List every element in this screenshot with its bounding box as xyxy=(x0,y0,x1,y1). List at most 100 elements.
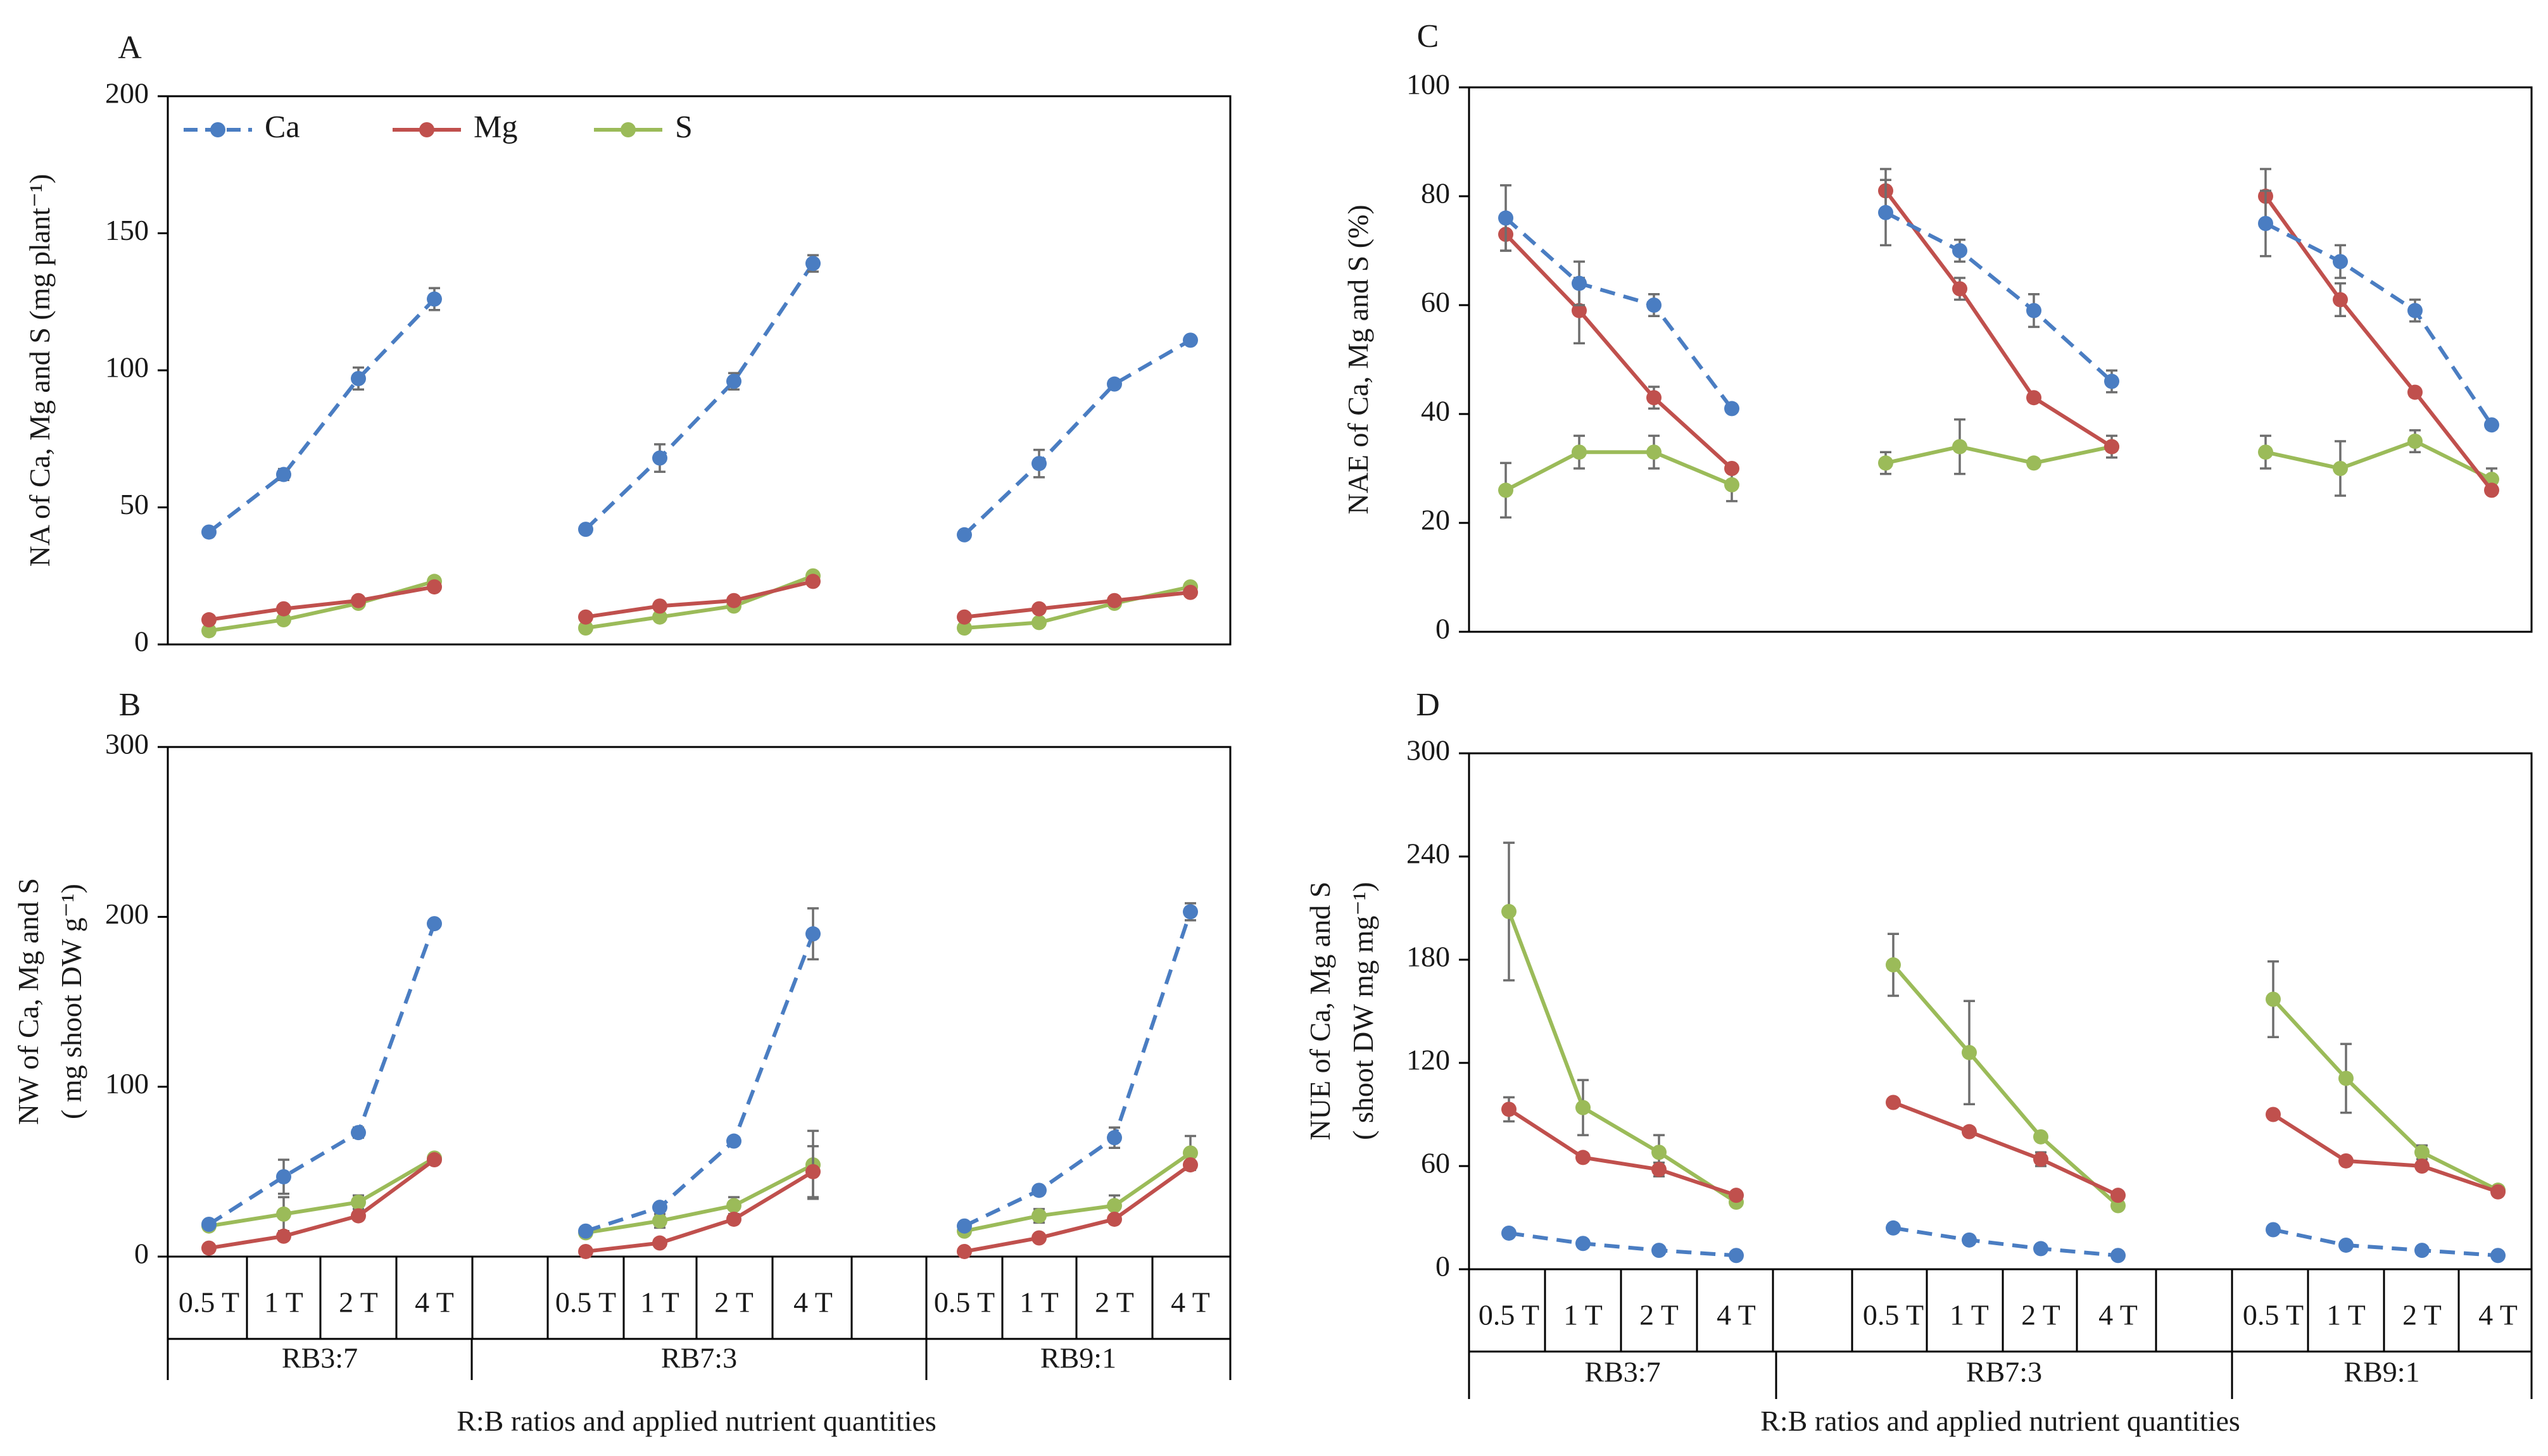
data-point xyxy=(726,1211,741,1227)
data-point xyxy=(578,522,593,537)
group-label: RB7:3 xyxy=(661,1342,737,1374)
x-tick-label: 2 T xyxy=(339,1286,378,1319)
y-tick-label: 50 xyxy=(120,488,149,520)
data-point xyxy=(2333,292,2348,308)
group-label: RB9:1 xyxy=(1040,1342,1116,1374)
x-tick-label: 4 T xyxy=(2098,1299,2138,1331)
x-tick-label: 0.5 T xyxy=(179,1286,239,1319)
data-point xyxy=(1183,1157,1198,1173)
data-point xyxy=(1962,1124,1977,1139)
y-axis-title: NAE of Ca, Mg and S (%) xyxy=(1342,204,1374,514)
data-point xyxy=(1107,1198,1122,1214)
data-point xyxy=(2414,1145,2430,1160)
data-point xyxy=(2490,1248,2506,1264)
data-point xyxy=(2414,1243,2430,1258)
y-axis-title: NW of Ca, Mg and S xyxy=(12,878,44,1125)
series-line xyxy=(2264,222,2494,426)
data-point xyxy=(652,450,667,466)
data-point xyxy=(2484,482,2499,498)
data-point xyxy=(1962,1045,1977,1060)
x-tick-label: 0.5 T xyxy=(555,1286,616,1319)
series-line xyxy=(964,1151,1192,1233)
series-line xyxy=(1508,1107,1737,1198)
data-point xyxy=(2258,216,2273,231)
series-line xyxy=(1507,910,1738,1204)
legend: Ca Mg S xyxy=(184,108,693,144)
plot-frame xyxy=(1468,752,2533,1271)
x-tick-label: 0.5 T xyxy=(2243,1299,2304,1331)
series-line xyxy=(208,298,436,534)
y-tick-label: 200 xyxy=(105,77,149,110)
data-point xyxy=(726,593,741,608)
series-line xyxy=(1891,963,2119,1207)
series-line xyxy=(1884,189,2113,449)
data-point xyxy=(1107,1211,1122,1227)
data-point xyxy=(276,612,291,628)
x-axis-title: R:B ratios and applied nutrient quantiti… xyxy=(1760,1405,2240,1437)
series-line xyxy=(584,262,815,531)
data-point xyxy=(2490,1184,2506,1200)
data-point xyxy=(1031,1230,1047,1246)
data-point xyxy=(1107,1130,1122,1146)
data-point xyxy=(1572,275,1587,291)
data-point xyxy=(2414,1158,2430,1174)
series-line xyxy=(1892,1100,2119,1197)
series-line xyxy=(208,1158,436,1250)
y-axis-title: ( mg shoot DW g⁻¹) xyxy=(55,884,87,1119)
panel-letter: B xyxy=(119,687,141,723)
data-point xyxy=(1646,390,1662,406)
data-point xyxy=(1501,1225,1517,1241)
data-point xyxy=(805,256,821,272)
x-tick-label: 2 T xyxy=(1639,1299,1679,1331)
data-point xyxy=(1107,376,1122,392)
series-mg xyxy=(201,1145,1198,1259)
x-tick-label: 0.5 T xyxy=(1479,1299,1539,1331)
y-tick-label: 300 xyxy=(105,728,149,760)
legend-label-mg: Mg xyxy=(474,108,517,144)
data-point xyxy=(2026,303,2041,318)
data-point xyxy=(2333,461,2348,476)
panel-letter: C xyxy=(1417,18,1439,54)
data-point xyxy=(427,291,442,307)
y-tick-label: 180 xyxy=(1406,941,1450,973)
data-point xyxy=(2104,373,2119,389)
data-point xyxy=(351,1195,366,1210)
series-line xyxy=(208,1156,436,1228)
series-mg xyxy=(1501,1095,2506,1203)
data-point xyxy=(957,1218,972,1234)
y-tick-label: 120 xyxy=(1406,1044,1450,1076)
series-ca xyxy=(201,902,1198,1239)
x-tick-label: 2 T xyxy=(1095,1286,1134,1319)
y-tick-label: 0 xyxy=(134,1238,149,1270)
data-point xyxy=(1031,615,1047,631)
data-point xyxy=(1572,303,1587,318)
data-point xyxy=(1646,444,1662,460)
x-tick-label: 1 T xyxy=(1950,1299,1989,1331)
data-point xyxy=(351,370,366,386)
data-point xyxy=(1031,1208,1047,1224)
data-point xyxy=(1962,1232,1977,1248)
data-point xyxy=(1886,1220,1901,1236)
y-tick-label: 60 xyxy=(1421,286,1450,318)
panel-a: A 0 50 100 150 200 NA of Ca, Mg and S (mg plan… xyxy=(23,30,1232,658)
data-point xyxy=(276,1206,291,1222)
data-point xyxy=(2033,1129,2048,1145)
series-line xyxy=(1504,233,1734,470)
data-point xyxy=(1724,461,1739,476)
plot-frame xyxy=(167,95,1232,646)
x-tick-label: 1 T xyxy=(1563,1299,1603,1331)
data-point xyxy=(2484,417,2499,433)
group-label: RB7:3 xyxy=(1966,1356,2042,1388)
data-point xyxy=(351,1208,366,1224)
data-point xyxy=(1183,1145,1198,1161)
data-point xyxy=(805,926,821,942)
plot-frame xyxy=(1468,86,2533,633)
series-line xyxy=(964,590,1191,619)
panel-c: C 0 20 40 60 80 100 NAE of Ca, Mg and S (%) xyxy=(1342,18,2533,645)
data-point xyxy=(1031,601,1047,617)
panel-letter: A xyxy=(118,30,142,66)
group-label: RB3:7 xyxy=(1584,1356,1660,1388)
data-point xyxy=(1651,1162,1667,1177)
series-line xyxy=(585,933,815,1233)
